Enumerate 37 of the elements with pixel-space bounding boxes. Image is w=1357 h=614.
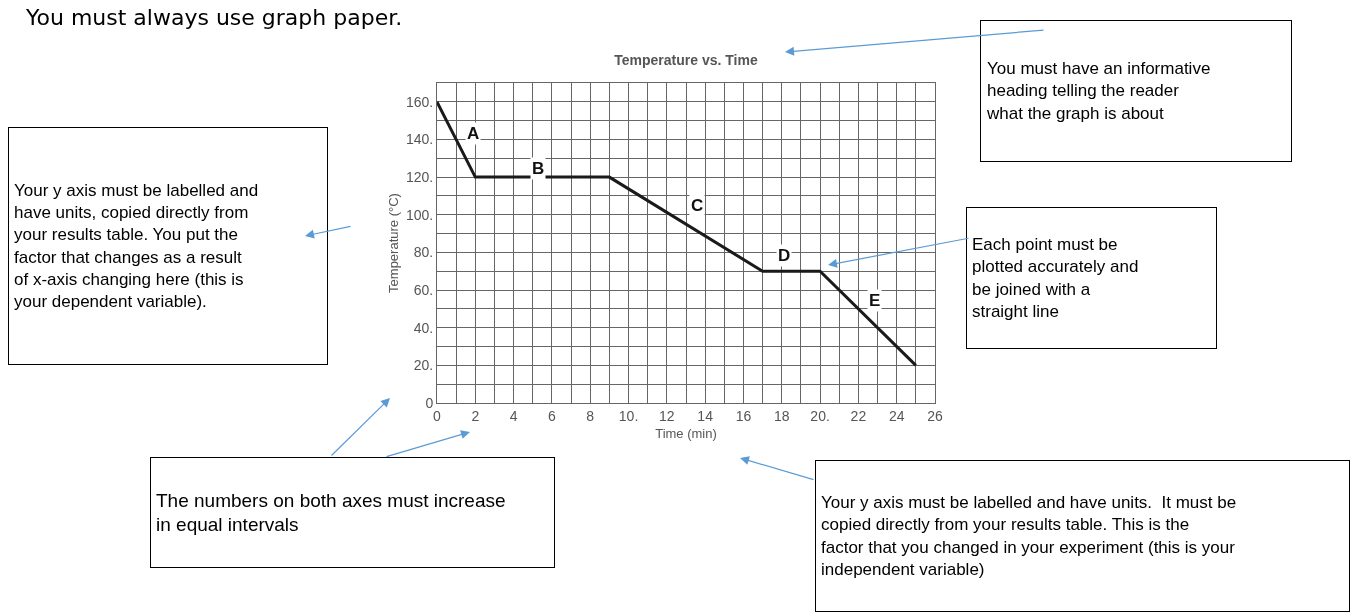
y-tick-label: 80.	[413, 244, 434, 261]
chart-title: Temperature vs. Time	[614, 51, 758, 68]
text: You must have an informative heading telling the reader what the graph is about	[986, 59, 1211, 123]
annotation: D	[778, 246, 791, 265]
x-axis-title: Time (min)	[655, 426, 717, 442]
x-tick-label: 12	[659, 407, 675, 424]
y-tick-label: 120.	[405, 169, 434, 186]
text: The numbers on both axes must increase in equal intervals	[156, 489, 506, 536]
x-tick-label: 20.	[810, 407, 830, 424]
y-tick-label: 100.	[405, 206, 434, 223]
annotation: E	[869, 291, 881, 310]
line-series	[437, 100, 918, 367]
y-axis-title: Temperature (°C)	[385, 193, 401, 293]
text: Your y axis must be labelled and have units, copied directly from your results table. You put the factor that changes as a result of x-axis changing here (this is your dependent variable).	[14, 181, 259, 311]
text: You must always use graph paper.	[25, 5, 403, 30]
x-tick-label: 22	[850, 407, 867, 424]
text: Your y axis must be labelled and have units. It must be copied directly from your results table. This is the factor that you changed in your experiment (this is your independent variable)	[821, 493, 1237, 579]
annotation: C	[691, 196, 704, 215]
x-tick-label: 14	[697, 407, 714, 424]
x-tick-label: 24	[888, 407, 905, 424]
x-tick-label: 10.	[618, 407, 639, 424]
y-tick-label: 160.	[405, 93, 434, 110]
annotation: A	[467, 124, 480, 143]
x-tick-label: 2	[471, 407, 480, 424]
y-tick-label: 60.	[413, 281, 434, 298]
y-tick-label: 0	[425, 394, 434, 411]
x-tick-label: 26	[927, 407, 943, 424]
x-tick-label: 16	[735, 407, 752, 424]
text: Each point must be plotted accurately and be joined with a straight line	[972, 235, 1139, 321]
x-tick-label: 6	[548, 407, 557, 424]
annotation: B	[532, 159, 545, 178]
x-tick-label: 8	[586, 407, 595, 424]
y-tick-label: 140.	[405, 131, 434, 148]
y-tick-label: 20.	[413, 357, 434, 374]
x-tick-label: 18	[773, 407, 790, 424]
x-tick-label: 4	[509, 407, 518, 424]
y-tick-label: 40.	[413, 319, 434, 336]
